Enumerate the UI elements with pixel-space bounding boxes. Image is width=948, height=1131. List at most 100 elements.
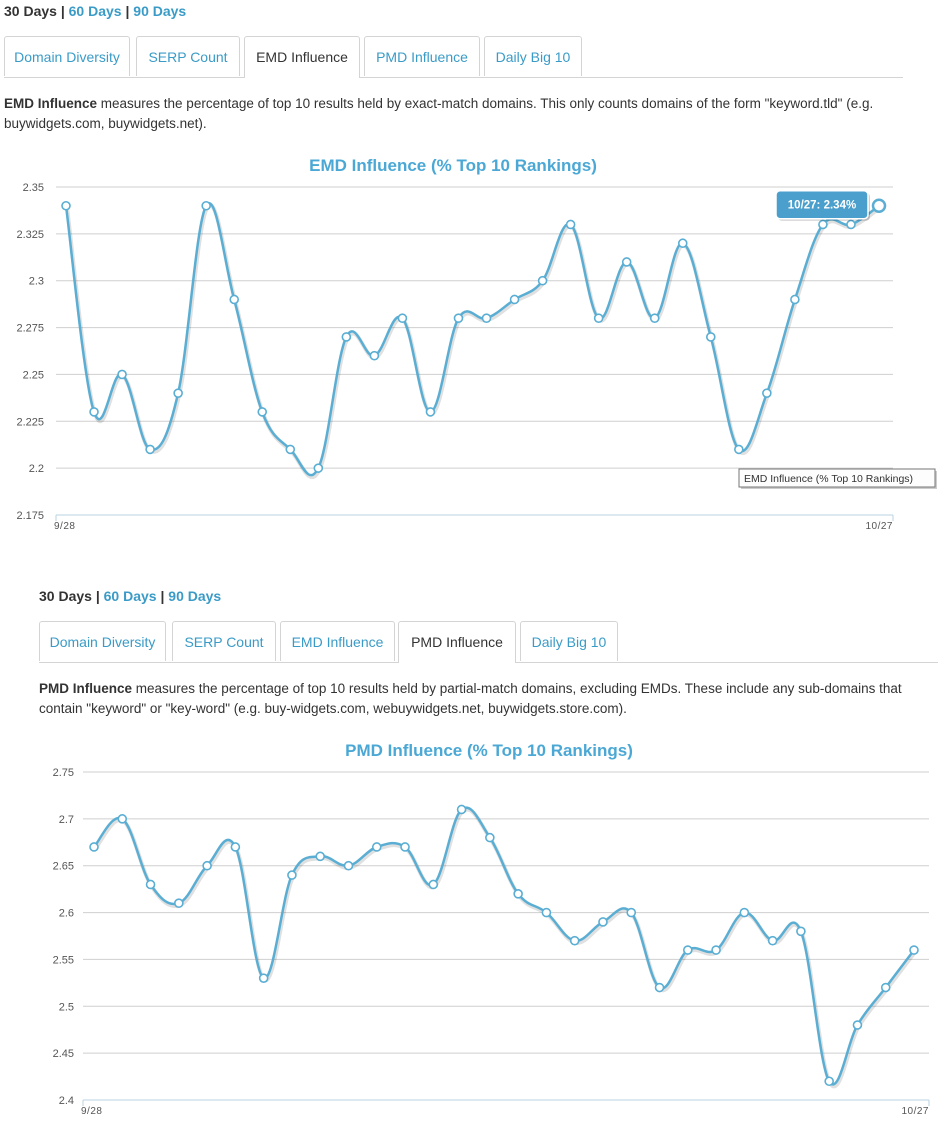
tab-emd-influence[interactable]: EMD Influence bbox=[244, 36, 360, 78]
range-90-days-link[interactable]: 90 Days bbox=[133, 3, 187, 19]
tab-pmd-influence[interactable]: PMD Influence bbox=[398, 621, 516, 663]
data-point bbox=[145, 879, 156, 890]
data-point bbox=[343, 860, 354, 871]
tab-serp-count[interactable]: SERP Count bbox=[136, 36, 240, 76]
description-body: measures the percentage of top 10 result… bbox=[39, 681, 902, 716]
data-point bbox=[453, 313, 464, 323]
data-point bbox=[880, 982, 891, 993]
data-point bbox=[509, 294, 520, 305]
data-point bbox=[285, 444, 296, 455]
data-point bbox=[846, 219, 856, 230]
data-point bbox=[315, 851, 326, 862]
range-current: 30 Days bbox=[39, 588, 92, 604]
data-point bbox=[852, 1020, 863, 1030]
data-point bbox=[565, 219, 576, 230]
data-point bbox=[682, 945, 693, 955]
data-point bbox=[739, 907, 750, 918]
data-point bbox=[767, 935, 778, 946]
description-term: EMD Influence bbox=[4, 96, 98, 111]
tab-domain-diversity[interactable]: Domain Diversity bbox=[4, 36, 130, 76]
y-tick-label: 2.35 bbox=[23, 182, 44, 194]
data-point bbox=[485, 832, 495, 843]
tab-serp-count[interactable]: SERP Count bbox=[172, 621, 276, 661]
tab-pmd-influence[interactable]: PMD Influence bbox=[364, 36, 480, 76]
data-point bbox=[202, 860, 212, 871]
metric-description: PMD Influence measures the percentage of… bbox=[39, 679, 939, 719]
data-point bbox=[201, 200, 211, 211]
data-point bbox=[481, 313, 492, 323]
range-current: 30 Days bbox=[4, 3, 57, 19]
tooltip-text: 10/27: 2.34% bbox=[788, 200, 856, 212]
date-range-selector: 30 Days | 60 Days | 90 Days bbox=[39, 588, 222, 604]
y-tick-label: 2.55 bbox=[53, 954, 74, 966]
chart-title: EMD Influence (% Top 10 Rankings) bbox=[309, 156, 597, 175]
data-point bbox=[626, 907, 637, 918]
data-point bbox=[371, 842, 382, 852]
x-tick-label: 9/28 bbox=[81, 1106, 102, 1117]
series-line-shadow bbox=[65, 203, 882, 480]
data-point bbox=[677, 238, 688, 249]
description-body: measures the percentage of top 10 result… bbox=[4, 96, 874, 131]
y-tick-label: 2.225 bbox=[16, 416, 44, 428]
tab-domain-diversity[interactable]: Domain Diversity bbox=[39, 621, 166, 661]
data-point bbox=[89, 407, 99, 417]
data-point bbox=[593, 313, 604, 323]
data-point bbox=[711, 945, 721, 955]
range-60-days-link[interactable]: 60 Days bbox=[68, 3, 122, 19]
data-point bbox=[649, 313, 660, 323]
metric-tabs: Domain Diversity SERP Count EMD Influenc… bbox=[39, 621, 938, 663]
y-tick-label: 2.325 bbox=[16, 229, 44, 241]
data-point bbox=[621, 257, 632, 267]
data-point bbox=[257, 407, 268, 417]
data-point bbox=[790, 294, 800, 305]
y-tick-label: 2.175 bbox=[16, 510, 44, 522]
metric-tabs: Domain Diversity SERP Count EMD Influenc… bbox=[4, 36, 903, 78]
pmd-influence-chart: PMD Influence (% Top 10 Rankings) 2.75 2.7… bbox=[53, 741, 930, 1117]
y-tick-label: 2.3 bbox=[29, 276, 44, 288]
y-tick-label: 2.6 bbox=[59, 908, 74, 920]
y-tick-label: 2.5 bbox=[59, 1001, 74, 1013]
data-point bbox=[173, 388, 183, 398]
data-point bbox=[313, 463, 324, 473]
data-point bbox=[818, 219, 828, 230]
y-tick-label: 2.4 bbox=[59, 1095, 74, 1107]
y-tick-label: 2.75 bbox=[53, 767, 74, 779]
data-point bbox=[229, 294, 240, 305]
data-point bbox=[909, 945, 919, 955]
tab-emd-influence[interactable]: EMD Influence bbox=[280, 621, 395, 661]
y-tick-label: 2.275 bbox=[16, 323, 44, 335]
data-point bbox=[824, 1076, 834, 1087]
data-point bbox=[117, 814, 128, 824]
data-point bbox=[117, 369, 127, 380]
x-tick-label: 9/28 bbox=[54, 521, 75, 532]
data-point bbox=[89, 842, 99, 852]
range-60-days-link[interactable]: 60 Days bbox=[103, 588, 157, 604]
data-point bbox=[145, 444, 155, 455]
data-point bbox=[537, 275, 548, 286]
range-90-days-link[interactable]: 90 Days bbox=[168, 588, 222, 604]
data-point bbox=[400, 842, 410, 852]
tab-daily-big-10[interactable]: Daily Big 10 bbox=[520, 621, 618, 661]
metric-description: EMD Influence measures the percentage of… bbox=[4, 94, 904, 134]
data-point bbox=[428, 879, 439, 890]
data-point bbox=[734, 444, 744, 455]
x-tick-label: 10/27 bbox=[865, 521, 893, 532]
data-point bbox=[425, 407, 436, 417]
data-point bbox=[258, 973, 269, 983]
y-tick-label: 2.65 bbox=[53, 861, 74, 873]
data-point bbox=[796, 926, 806, 937]
description-term: PMD Influence bbox=[39, 681, 133, 696]
y-tick-label: 2.45 bbox=[53, 1048, 74, 1060]
data-point bbox=[369, 350, 380, 361]
data-point bbox=[513, 889, 523, 899]
tab-daily-big-10[interactable]: Daily Big 10 bbox=[484, 36, 582, 76]
data-point bbox=[705, 332, 716, 342]
data-point bbox=[287, 870, 297, 880]
data-point bbox=[762, 388, 772, 398]
data-point bbox=[598, 917, 608, 927]
legend-hint-box bbox=[738, 468, 936, 488]
y-tick-label: 2.25 bbox=[23, 369, 44, 381]
data-point bbox=[654, 982, 665, 993]
data-point bbox=[61, 200, 71, 211]
data-point bbox=[397, 313, 408, 323]
